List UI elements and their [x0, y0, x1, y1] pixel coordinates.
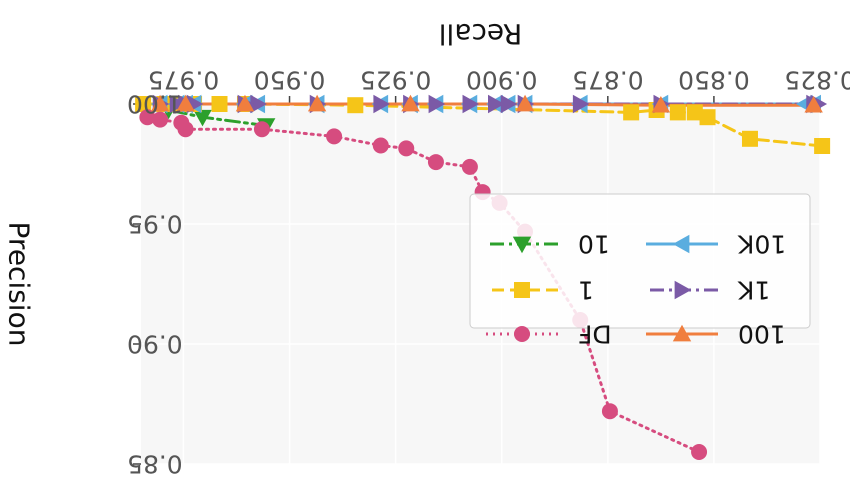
- legend-marker-10k: [672, 234, 690, 254]
- data-point-1k: [250, 94, 267, 114]
- data-point-df: [398, 140, 415, 157]
- legend-marker-10: [512, 236, 532, 254]
- data-point-df: [427, 154, 444, 171]
- data-point-1: [669, 104, 686, 121]
- data-point-1k: [572, 94, 590, 114]
- data-point-1: [211, 96, 228, 112]
- x-tick-label: 0.850: [678, 66, 750, 95]
- x-tick-label: 0.875: [572, 66, 644, 95]
- legend-label-100: 100: [738, 320, 786, 349]
- y-tick-label: 0.90: [127, 330, 183, 359]
- data-point-10: [193, 109, 212, 127]
- y-tick-label: 0.95: [127, 210, 183, 239]
- legend-label-10k: 10K: [737, 230, 786, 259]
- data-point-1k: [169, 94, 187, 114]
- x-axis-title: Recall: [439, 18, 523, 51]
- data-point-1: [347, 97, 364, 114]
- legend-marker-100: [672, 324, 692, 342]
- data-point-100: [401, 94, 420, 112]
- data-point-1: [135, 96, 152, 112]
- data-point-100: [804, 96, 823, 113]
- legend: [469, 193, 811, 342]
- data-point-1k: [500, 94, 518, 114]
- data-point-100: [651, 96, 671, 113]
- data-point-df: [601, 403, 618, 420]
- legend-marker-df: [514, 326, 530, 342]
- x-tick-label: 0.900: [466, 66, 538, 95]
- data-point-1: [623, 104, 640, 121]
- y-tick-label: 0.85: [127, 450, 183, 479]
- x-tick-label: 0.825: [784, 66, 850, 95]
- legend-marker-1: [514, 282, 530, 298]
- data-point-100: [235, 94, 255, 112]
- x-tick-label: 0.975: [148, 66, 220, 95]
- data-point-df: [461, 158, 478, 175]
- data-point-100: [176, 94, 195, 112]
- legend-marker-1k: [674, 280, 692, 300]
- legend-label-1k: 1K: [737, 276, 770, 305]
- data-point-df: [152, 111, 169, 128]
- data-point-100: [150, 94, 170, 112]
- series-markers: [135, 94, 831, 460]
- data-point-1: [699, 109, 716, 126]
- legend-frame: [469, 193, 811, 329]
- data-point-df: [326, 128, 343, 145]
- data-point-1k: [487, 94, 505, 114]
- legend-label-df: DF: [578, 320, 612, 349]
- data-point-1k: [462, 94, 480, 114]
- y-axis-title: Precision: [3, 222, 36, 347]
- data-point-df: [173, 114, 190, 131]
- x-tick-label: 0.950: [254, 66, 326, 95]
- legend-label-1: 1: [578, 276, 594, 305]
- data-point-df: [253, 121, 270, 138]
- data-point-1: [741, 130, 758, 147]
- data-point-df: [139, 109, 156, 126]
- data-point-df: [372, 137, 389, 154]
- data-point-1: [686, 104, 703, 121]
- data-point-1k: [428, 94, 446, 114]
- data-point-1k: [373, 94, 390, 114]
- data-point-1: [814, 138, 831, 154]
- data-point-100: [515, 94, 535, 112]
- legend-label-10: 10: [578, 230, 610, 259]
- data-point-100: [307, 94, 327, 112]
- data-point-df: [691, 444, 708, 460]
- y-tick-label: 1.00: [127, 90, 183, 119]
- x-tick-label: 0.925: [360, 66, 432, 95]
